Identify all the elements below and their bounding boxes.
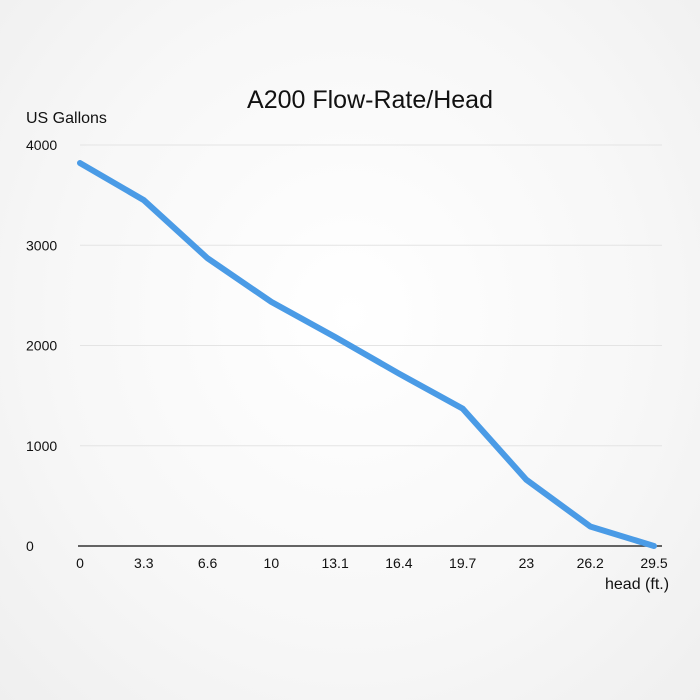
- y-axis-label: US Gallons: [26, 110, 107, 127]
- chart-title: A200 Flow-Rate/Head: [247, 86, 493, 114]
- x-tick-label: 23: [519, 555, 535, 571]
- x-tick-label: 3.3: [134, 555, 154, 571]
- x-tick-label: 13.1: [321, 555, 348, 571]
- x-tick-label: 26.2: [577, 555, 604, 571]
- x-tick-label: 6.6: [198, 555, 218, 571]
- y-tick-label: 2000: [26, 338, 57, 354]
- y-tick-label: 0: [26, 538, 34, 554]
- x-tick-label: 10: [264, 555, 280, 571]
- x-tick-label: 0: [76, 555, 84, 571]
- x-tick-label: 29.5: [640, 555, 667, 571]
- x-axis-label: head (ft.): [605, 576, 670, 593]
- y-tick-label: 4000: [26, 137, 57, 153]
- x-tick-label: 19.7: [449, 555, 476, 571]
- y-tick-label: 3000: [26, 237, 57, 253]
- x-tick-label: 16.4: [385, 555, 412, 571]
- series-line: [77, 160, 657, 549]
- y-tick-label: 1000: [26, 438, 57, 454]
